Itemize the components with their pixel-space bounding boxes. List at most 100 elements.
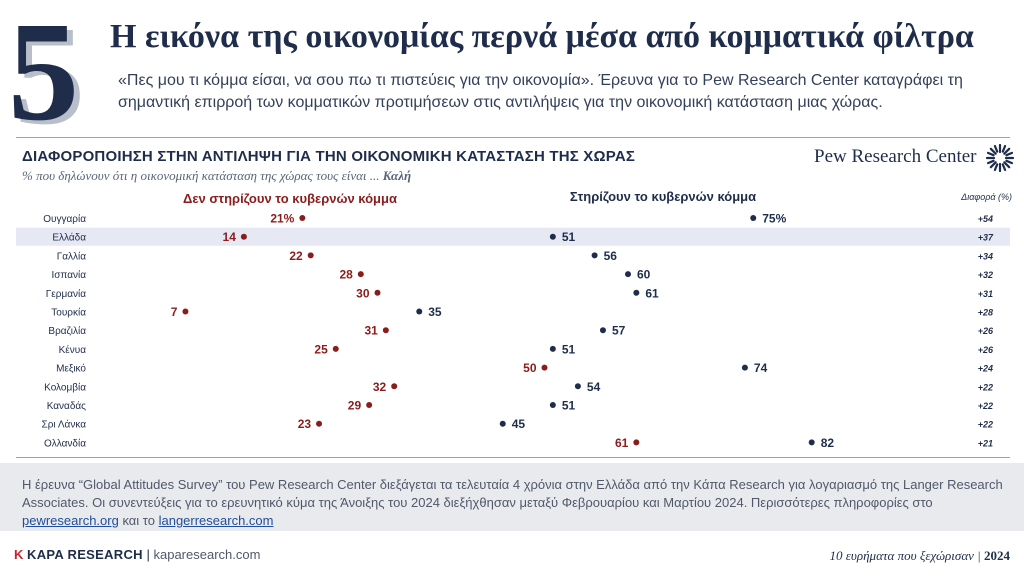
difference-value: +21	[978, 438, 993, 448]
highlight-row	[16, 227, 1010, 246]
difference-value: +54	[978, 214, 993, 224]
pew-sunburst-icon	[985, 143, 1015, 173]
dot-supporting	[499, 420, 506, 427]
country-label: Ισπανία	[52, 269, 87, 281]
footer-series-text: 10 ευρήματα που ξεχώρισαν	[829, 548, 974, 563]
diff-header: Διαφορά (%)	[960, 192, 1012, 202]
langerresearch-link[interactable]: langerresearch.com	[158, 513, 274, 528]
value-label-not-supporting: 7	[171, 305, 178, 319]
kapa-brand: K KAPA RESEARCH | kaparesearch.com	[14, 547, 261, 562]
value-label-supporting: 54	[587, 380, 601, 394]
value-label-not-supporting: 25	[314, 342, 328, 356]
chart-title: ΔΙΑΦΟΡΟΠΟΙΗΣΗ ΣΤΗΝ ΑΝΤΙΛΗΨΗ ΓΙΑ ΤΗΝ ΟΙΚΟ…	[22, 148, 636, 165]
country-label: Σρι Λάνκα	[42, 419, 87, 431]
dot-not-supporting	[374, 289, 381, 296]
value-label-not-supporting: 23	[298, 417, 312, 431]
chart-bottom-divider	[16, 457, 1010, 458]
pewresearch-link[interactable]: pewresearch.org	[22, 513, 119, 528]
difference-value: +22	[978, 382, 993, 392]
brand-url: kaparesearch.com	[153, 547, 261, 562]
value-label-not-supporting: 50	[523, 361, 537, 375]
difference-value: +22	[978, 401, 993, 411]
dot-not-supporting	[633, 439, 640, 446]
value-label-not-supporting: 21%	[270, 212, 294, 226]
country-label: Γαλλία	[57, 250, 87, 262]
chart-subtitle-emph: Καλή	[382, 168, 412, 183]
chart-subtitle: % που δηλώνουν ότι η οικονομική κατάστασ…	[22, 168, 411, 184]
dot-not-supporting	[240, 233, 247, 240]
difference-value: +34	[978, 251, 993, 261]
dot-plot-chart: Δεν στηρίζουν το κυβερνών κόμμα Στηρίζου…	[16, 189, 1012, 450]
value-label-not-supporting: 30	[356, 286, 370, 300]
difference-value: +26	[978, 326, 994, 336]
value-label-supporting: 60	[637, 268, 651, 282]
value-label-not-supporting: 28	[339, 268, 353, 282]
value-label-not-supporting: 22	[289, 249, 303, 263]
value-label-not-supporting: 61	[615, 436, 629, 450]
chart-subtitle-text: % που δηλώνουν ότι η οικονομική κατάστασ…	[22, 168, 383, 183]
brand-name: KAPA RESEARCH	[27, 547, 143, 562]
dot-not-supporting	[541, 364, 548, 371]
country-label: Κένυα	[59, 344, 87, 356]
footnote-text: Η έρευνα “Global Attitudes Survey” του P…	[22, 476, 1012, 530]
dot-supporting	[591, 252, 598, 259]
dot-supporting	[633, 289, 640, 296]
difference-value: +37	[978, 233, 994, 243]
value-label-supporting: 51	[562, 399, 576, 413]
value-label-not-supporting: 31	[364, 324, 378, 338]
country-label: Ολλανδία	[44, 437, 86, 449]
country-label: Τουρκία	[51, 307, 86, 319]
country-label: Ελλάδα	[52, 232, 86, 244]
country-label: Βραζιλία	[48, 325, 86, 337]
dot-not-supporting	[382, 327, 389, 334]
footnote-middle: και το	[118, 513, 159, 528]
legend-not-supporting: Δεν στηρίζουν το κυβερνών κόμμα	[183, 191, 397, 206]
dot-not-supporting	[316, 420, 323, 427]
page-title: Η εικόνα της οικονομίας περνά μέσα από κ…	[110, 18, 974, 55]
dot-not-supporting	[299, 215, 306, 221]
dot-supporting	[549, 233, 556, 240]
value-label-supporting: 75%	[762, 212, 786, 226]
difference-value: +24	[978, 364, 993, 374]
value-label-supporting: 57	[612, 324, 626, 338]
dot-not-supporting	[332, 345, 339, 352]
footnote-panel	[0, 463, 1024, 531]
value-label-supporting: 82	[821, 436, 835, 450]
dot-supporting	[416, 308, 423, 315]
value-label-supporting: 74	[754, 361, 768, 375]
dot-not-supporting	[357, 271, 364, 278]
value-label-supporting: 51	[562, 342, 576, 356]
dot-supporting	[599, 327, 606, 334]
dot-supporting	[808, 439, 815, 446]
dot-not-supporting	[182, 308, 189, 315]
dot-supporting	[549, 402, 556, 408]
difference-value: +28	[978, 308, 993, 318]
country-label: Μεξικό	[56, 363, 86, 375]
kapa-logo-icon: K	[14, 547, 24, 562]
difference-value: +26	[978, 345, 994, 355]
dot-not-supporting	[391, 383, 398, 390]
difference-value: +31	[978, 289, 993, 299]
country-label: Καναδάς	[47, 400, 86, 412]
dot-supporting	[625, 271, 631, 278]
value-label-supporting: 45	[512, 417, 526, 431]
page-subtitle: «Πες μου τι κόμμα είσαι, να σου πω τι πι…	[118, 72, 963, 111]
dot-not-supporting	[307, 252, 314, 259]
value-label-supporting: 35	[428, 305, 442, 319]
header-divider	[16, 137, 1010, 138]
value-label-not-supporting: 14	[223, 230, 237, 244]
pew-logo-text: Pew Research Center	[814, 146, 977, 167]
country-label: Ουγγαρία	[43, 213, 86, 225]
country-label: Κολομβία	[44, 381, 86, 393]
footer-year: 2024	[984, 548, 1010, 563]
dot-supporting	[741, 364, 748, 371]
footer-series-label: 10 ευρήματα που ξεχώρισαν | 2024	[829, 548, 1010, 563]
value-label-supporting: 61	[645, 286, 659, 300]
dot-not-supporting	[366, 402, 373, 408]
difference-value: +22	[978, 420, 993, 430]
value-label-supporting: 51	[562, 230, 576, 244]
difference-value: +32	[978, 270, 993, 280]
dot-supporting	[750, 215, 757, 221]
footnote-body: Η έρευνα “Global Attitudes Survey” του P…	[22, 477, 1003, 510]
dot-supporting	[549, 345, 556, 352]
